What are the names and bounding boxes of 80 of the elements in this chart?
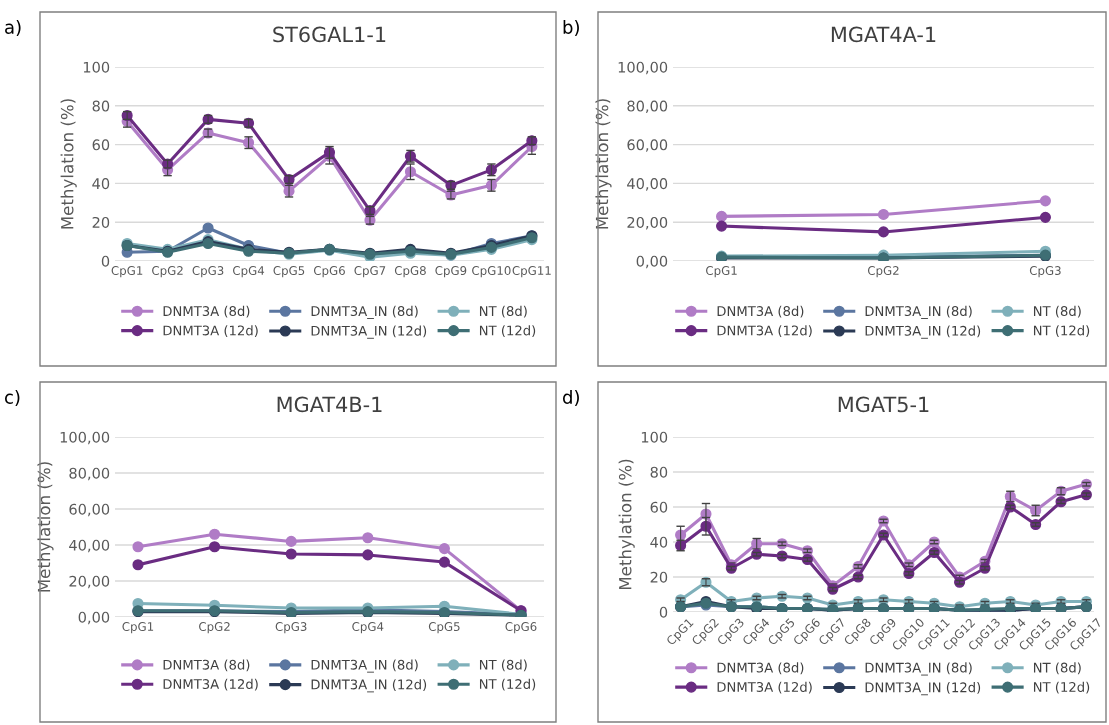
y-tick-label: 0 xyxy=(659,606,668,618)
x-tick-label: CpG1 xyxy=(706,266,737,278)
legend-label: NT (8d) xyxy=(479,305,527,318)
x-tick-label: CpG3 xyxy=(1029,266,1061,278)
legend-label: DNMT3A (12d) xyxy=(163,325,258,337)
x-tick-label: CpG7 xyxy=(354,266,386,278)
text: c) xyxy=(5,390,20,407)
y-tick-label: 80,00 xyxy=(69,467,110,481)
x-tick-label: CpG4 xyxy=(233,266,265,278)
text: d) xyxy=(563,390,579,407)
legend-label: DNMT3A (8d) xyxy=(163,659,250,672)
y-tick-label: 60,00 xyxy=(69,503,110,517)
y-tick-label: 60,00 xyxy=(627,139,668,152)
chart-title: ST6GAL1-1 xyxy=(273,26,386,43)
legend-label: NT (12d) xyxy=(479,325,536,337)
y-tick-label: 100 xyxy=(83,61,110,73)
legend-label: DNMT3A_IN (8d) xyxy=(311,659,418,673)
x-tick-label: CpG5 xyxy=(273,266,305,278)
y-tick-label: 20,00 xyxy=(69,575,110,589)
y-axis-title: Methylation (%) xyxy=(37,462,54,592)
x-tick-label: CpG1 xyxy=(122,622,154,634)
chart-title: MGAT4A-1 xyxy=(831,26,936,43)
chart-title: MGAT5-1 xyxy=(838,396,929,413)
y-tick-label: 100 xyxy=(641,431,668,443)
legend-label: DNMT3A (8d) xyxy=(163,305,250,318)
x-tick-label: CpG1 xyxy=(111,266,143,278)
y-tick-label: 20,00 xyxy=(627,216,668,230)
legend-label: DNMT3A_IN (12d) xyxy=(311,679,427,693)
x-tick-label: CpG3 xyxy=(275,622,307,634)
x-tick-label: CpG6 xyxy=(505,622,537,634)
x-tick-label: CpG2 xyxy=(152,266,183,278)
y-tick-label: 40 xyxy=(650,536,668,548)
legend-label: DNMT3A (12d) xyxy=(717,325,812,337)
legend-label: DNMT3A (12d) xyxy=(717,681,812,694)
y-tick-label: 80,00 xyxy=(627,100,668,114)
legend-label: NT (12d) xyxy=(1033,325,1090,337)
y-axis-title: Methylation (%) xyxy=(60,99,77,229)
legend-label: NT (8d) xyxy=(1033,662,1081,675)
y-tick-label: 40,00 xyxy=(69,539,110,553)
legend-label: DNMT3A_IN (12d) xyxy=(311,325,427,339)
y-tick-label: 20 xyxy=(650,571,668,583)
y-tick-label: 80 xyxy=(650,466,668,478)
x-tick-label: CpG5 xyxy=(428,622,460,634)
y-tick-label: 20 xyxy=(92,216,110,228)
legend-label: DNMT3A (8d) xyxy=(717,662,804,675)
legend-label: DNMT3A_IN (12d) xyxy=(865,682,981,696)
y-tick-label: 80 xyxy=(92,100,110,112)
legend-label: DNMT3A (12d) xyxy=(163,678,258,691)
x-tick-label: CpG9 xyxy=(435,266,467,278)
legend-label: DNMT3A_IN (8d) xyxy=(311,305,418,319)
legend-label: NT (8d) xyxy=(1033,305,1081,318)
legend-label: NT (12d) xyxy=(479,678,536,691)
legend-label: DNMT3A (8d) xyxy=(717,305,804,318)
chart-title: MGAT4B-1 xyxy=(277,396,382,413)
y-tick-label: 100,00 xyxy=(60,431,110,445)
legend-label: DNMT3A_IN (8d) xyxy=(865,305,972,319)
text: a) xyxy=(5,20,21,37)
legend-label: DNMT3A_IN (12d) xyxy=(865,325,981,339)
y-tick-label: 0 xyxy=(101,255,110,267)
y-axis-title: Methylation (%) xyxy=(595,99,612,229)
y-tick-label: 60 xyxy=(650,501,668,513)
legend-label: DNMT3A_IN (8d) xyxy=(865,662,972,676)
x-tick-label: CpG2 xyxy=(199,622,230,634)
legend-label: NT (12d) xyxy=(1033,681,1090,694)
x-tick-label: CpG10 xyxy=(472,266,511,278)
y-tick-label: 0,00 xyxy=(78,611,110,625)
x-tick-label: CpG6 xyxy=(313,266,345,278)
y-axis-title: Methylation (%) xyxy=(618,459,635,590)
legend-label: NT (8d) xyxy=(479,659,527,672)
x-tick-label: CpG8 xyxy=(394,266,426,278)
text: b) xyxy=(563,20,579,37)
y-tick-label: 0,00 xyxy=(636,255,668,269)
y-tick-label: 100,00 xyxy=(618,61,668,75)
x-tick-label: CpG3 xyxy=(192,266,224,278)
y-tick-label: 40,00 xyxy=(627,178,668,191)
y-tick-label: 40 xyxy=(92,178,110,190)
x-tick-label: CpG4 xyxy=(352,622,384,634)
y-tick-label: 60 xyxy=(92,139,110,151)
x-tick-label: CpG11 xyxy=(512,266,551,278)
x-tick-label: CpG2 xyxy=(867,266,899,278)
